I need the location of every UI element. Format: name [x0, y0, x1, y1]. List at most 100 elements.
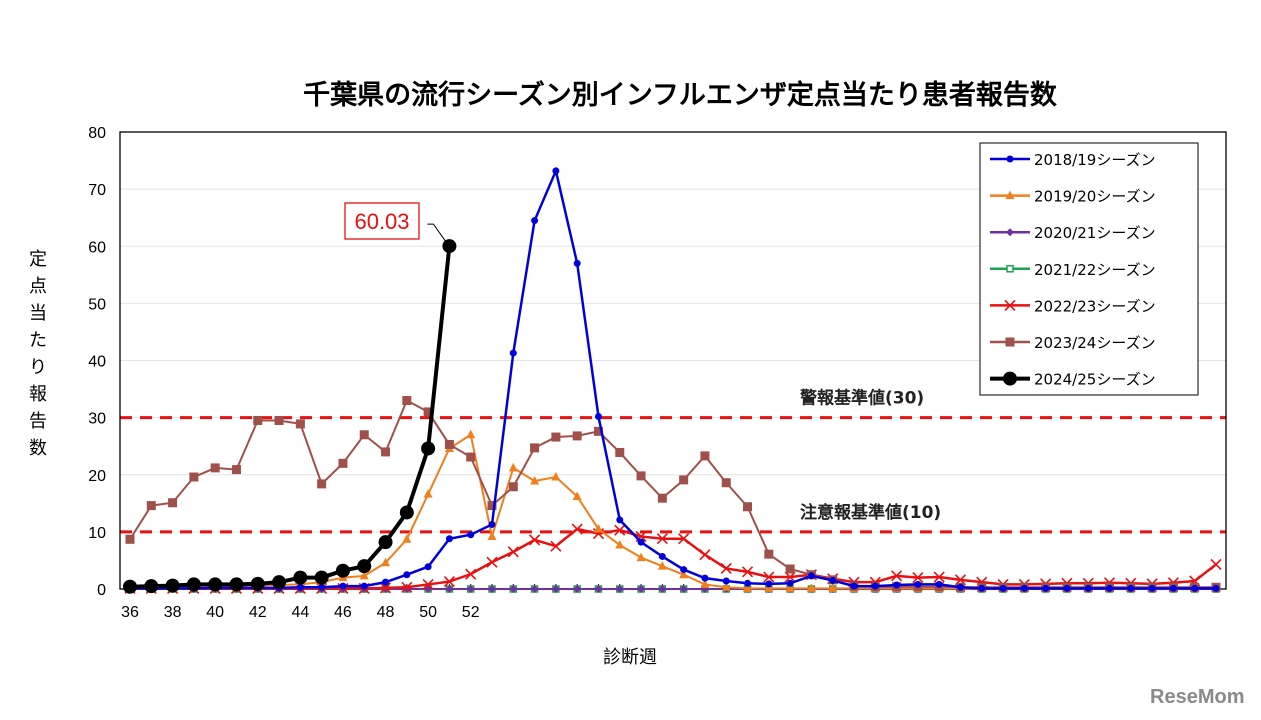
annotation-leader: [427, 223, 446, 242]
data-point: [785, 564, 795, 574]
data-point: [272, 575, 287, 590]
data-point: [572, 431, 582, 441]
data-point: [359, 430, 369, 440]
annotation-label: 60.03: [354, 209, 409, 234]
legend-label: 2018/19シーズン: [1034, 151, 1156, 169]
data-point: [741, 566, 754, 578]
data-point: [529, 534, 541, 546]
data-point: [722, 577, 730, 585]
x-tick-label: 46: [334, 604, 352, 621]
data-point: [850, 582, 858, 590]
y-axis-label-char: 報: [29, 384, 47, 405]
chart-title: 千葉県の流行シーズン別インフルエンザ定点当たり患者報告数: [303, 79, 1058, 111]
data-point: [445, 585, 454, 593]
data-point: [530, 476, 540, 485]
data-point: [806, 583, 816, 592]
data-point: [829, 576, 837, 584]
data-point: [828, 583, 838, 592]
data-point: [1020, 584, 1028, 592]
data-point: [229, 577, 244, 592]
legend-label: 2021/22シーズン: [1034, 261, 1156, 279]
annotation-box: [344, 202, 420, 240]
data-point: [551, 472, 561, 481]
data-point: [360, 582, 368, 590]
y-tick-label: 50: [88, 296, 106, 313]
data-point: [699, 549, 711, 561]
data-point: [314, 570, 329, 585]
series-2022/23シーズン: [124, 523, 1222, 594]
y-tick-label: 20: [88, 468, 106, 485]
series-2024/25シーズン: [123, 239, 457, 594]
data-point: [637, 538, 645, 546]
data-point: [700, 451, 710, 461]
data-point: [764, 583, 774, 592]
legend-label: 2020/21シーズン: [1034, 224, 1156, 242]
data-point: [487, 501, 497, 511]
data-point: [253, 415, 263, 425]
data-point: [637, 585, 646, 593]
data-point: [679, 585, 688, 593]
data-point: [423, 407, 433, 417]
data-point: [442, 239, 457, 254]
data-point: [444, 439, 454, 449]
data-point: [571, 523, 583, 535]
threshold-label: 警報基準値(30): [799, 388, 924, 409]
data-point: [636, 552, 646, 562]
data-point: [423, 489, 433, 498]
data-point: [656, 533, 668, 545]
y-axis-label-char: 告: [29, 411, 47, 432]
data-point: [978, 584, 986, 592]
data-point: [999, 584, 1007, 592]
data-point: [381, 447, 391, 457]
y-tick-label: 10: [88, 525, 106, 542]
data-point: [657, 493, 667, 503]
y-axis-label-char: り: [29, 357, 47, 378]
series-line: [130, 433, 1216, 590]
data-point: [1006, 265, 1014, 273]
data-point: [1191, 584, 1199, 592]
data-point: [912, 572, 924, 584]
y-tick-label: 80: [88, 125, 106, 142]
x-tick-label: 48: [377, 604, 395, 621]
data-point: [509, 349, 517, 357]
data-point: [317, 479, 327, 489]
data-point: [1042, 584, 1050, 592]
data-point: [378, 535, 393, 550]
data-point: [573, 259, 581, 267]
data-point: [552, 167, 560, 175]
data-point: [933, 571, 945, 583]
x-tick-label: 50: [419, 604, 437, 621]
data-point: [786, 579, 794, 587]
data-point: [466, 452, 476, 462]
data-point: [488, 585, 496, 593]
data-point: [399, 505, 414, 520]
data-point: [338, 458, 348, 468]
data-point: [189, 472, 199, 482]
data-point: [701, 574, 709, 582]
data-point: [594, 412, 602, 420]
data-point: [720, 562, 732, 575]
data-point: [531, 217, 539, 225]
data-point: [615, 585, 624, 593]
data-point: [572, 491, 582, 500]
data-point: [1210, 558, 1222, 571]
data-point: [593, 426, 603, 436]
legend-label: 2023/24シーズン: [1034, 334, 1156, 352]
data-point: [744, 579, 752, 587]
data-point: [594, 585, 603, 593]
data-point: [616, 516, 624, 524]
data-point: [1148, 584, 1156, 592]
data-point: [509, 585, 518, 593]
x-tick-label: 52: [462, 604, 480, 621]
threshold-label: 注意報基準値(10): [800, 502, 941, 523]
data-point: [893, 581, 901, 589]
data-point: [530, 585, 539, 593]
data-point: [144, 579, 159, 594]
data-point: [466, 585, 475, 593]
y-tick-label: 30: [88, 411, 106, 428]
data-point: [914, 580, 922, 588]
data-point: [935, 580, 943, 588]
y-axis-label-char: 定: [29, 249, 47, 270]
x-axis-label: 診断週: [603, 647, 657, 668]
data-point: [807, 572, 815, 580]
